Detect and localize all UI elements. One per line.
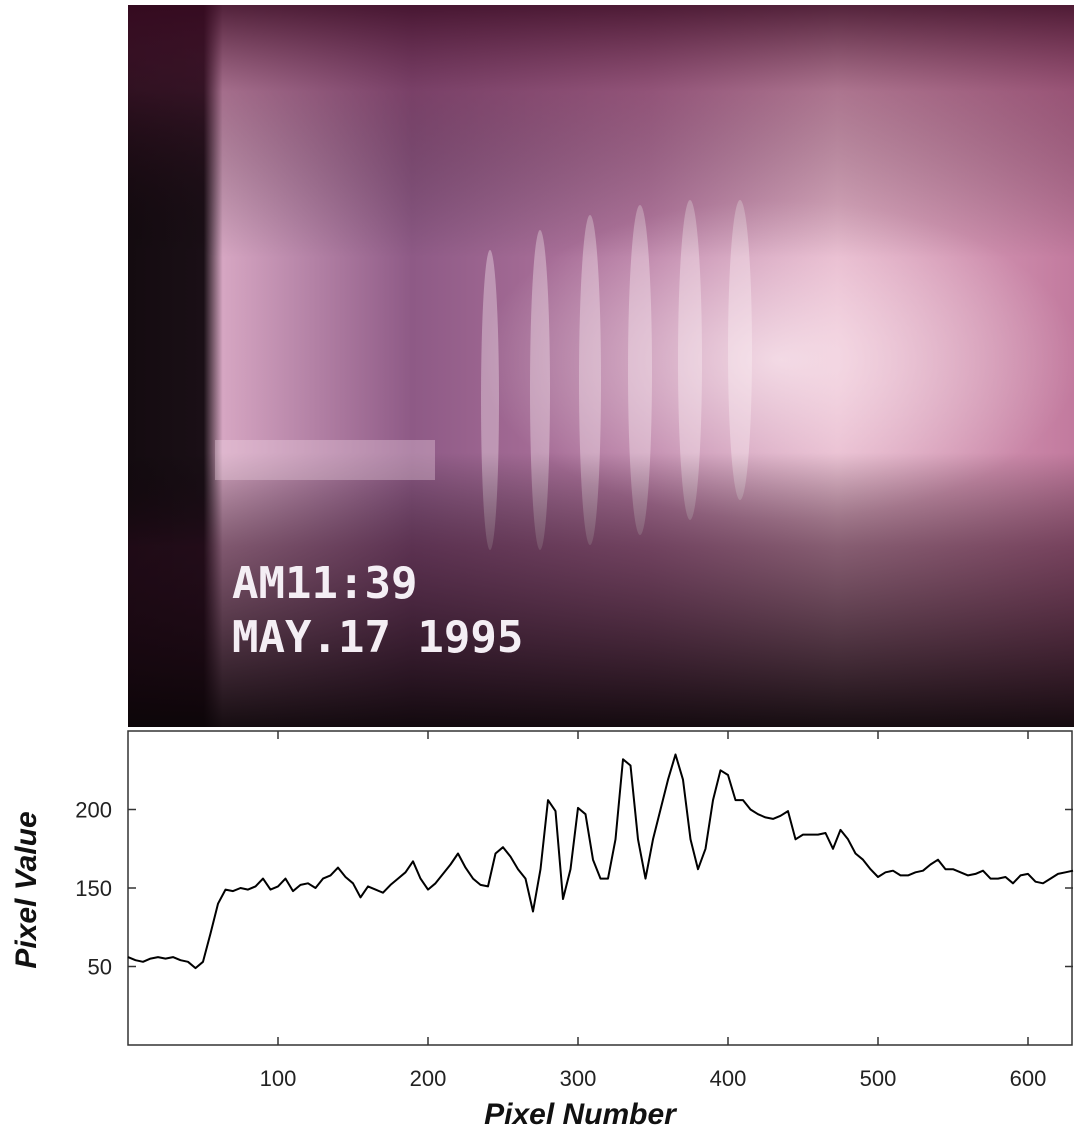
y-axis-label: Pixel Value — [10, 811, 43, 968]
y-tick-label: 150 — [75, 876, 112, 901]
photo-shade — [128, 5, 1074, 727]
y-tick-label: 200 — [75, 798, 112, 823]
x-tick-label: 200 — [410, 1066, 447, 1091]
y-tick-label: 50 — [88, 955, 112, 980]
data-line — [127, 753, 1074, 970]
x-axis-label: Pixel Number — [484, 1098, 678, 1131]
x-tick-label: 100 — [260, 1066, 297, 1091]
overlay-date: MAY.17 1995 — [232, 612, 523, 663]
overlay-time: AM11:39 — [232, 558, 417, 609]
photo: AM11:39 MAY.17 1995 — [128, 5, 1074, 727]
photo-band — [215, 440, 435, 480]
x-tick-label: 400 — [710, 1066, 747, 1091]
x-tick-label: 600 — [1010, 1066, 1047, 1091]
x-tick-label: 500 — [860, 1066, 897, 1091]
plot-frame — [127, 730, 1073, 1046]
x-tick-label: 300 — [560, 1066, 597, 1091]
